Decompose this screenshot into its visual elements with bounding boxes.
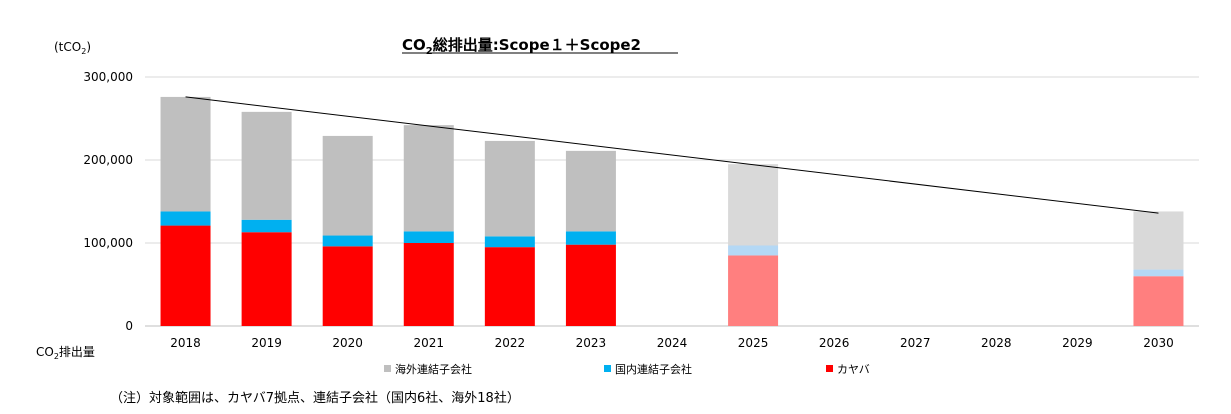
bar-segment — [565, 231, 616, 245]
gridlines — [145, 76, 1199, 327]
bar-segment — [160, 225, 211, 326]
bar-segment — [728, 255, 779, 326]
bar-segment — [1133, 269, 1184, 277]
x-tick-label: 2026 — [819, 336, 850, 350]
y-axis-unit-label: (tCO2) — [54, 40, 91, 56]
legend-label: 海外連結子会社 — [395, 362, 472, 376]
bar-segment — [565, 150, 616, 232]
x-tick-label: 2029 — [1062, 336, 1093, 350]
x-tick-label: 2019 — [251, 336, 282, 350]
bar-segment — [1133, 211, 1184, 270]
bar-segment — [565, 244, 616, 326]
y-tick-label: 300,000 — [83, 70, 133, 84]
bar-segment — [484, 140, 535, 237]
y-axis-tick-labels: 0 100,000 200,000 300,000 — [83, 70, 133, 333]
bar-segment — [241, 232, 292, 326]
bar-segment — [484, 236, 535, 248]
bar-segment — [160, 96, 211, 212]
y-tick-label: 0 — [125, 319, 133, 333]
bar-segment — [403, 125, 454, 232]
bar-segment — [728, 164, 779, 246]
trend-line-group — [185, 96, 1159, 214]
trend-line — [185, 96, 1159, 214]
x-tick-label: 2023 — [576, 336, 607, 350]
x-tick-label: 2025 — [738, 336, 769, 350]
x-tick-label: 2018 — [170, 336, 201, 350]
legend-label: カヤバ — [837, 363, 870, 376]
legend: 海外連結子会社 国内連結子会社 カヤバ — [384, 362, 870, 376]
y-tick-label: 100,000 — [83, 236, 133, 250]
legend-swatch — [604, 365, 611, 372]
legend-swatch — [384, 365, 391, 372]
bar-segment — [322, 246, 373, 326]
bar-segment — [322, 235, 373, 247]
bar-segment — [160, 211, 211, 226]
bar-segment — [403, 231, 454, 243]
chart-title: CO2総排出量:Scope１＋Scope2 — [402, 36, 641, 57]
bar-segment — [1133, 276, 1184, 326]
bar-segment — [403, 243, 454, 326]
x-tick-label: 2028 — [981, 336, 1012, 350]
bar-segment — [484, 247, 535, 326]
x-tick-label: 2021 — [413, 336, 444, 350]
x-tick-label: 2020 — [332, 336, 363, 350]
bars — [160, 96, 1184, 326]
x-axis-tick-labels: 2018 2019 2020 2021 2022 2023 2024 2025 2026 2027… — [170, 336, 1173, 350]
x-tick-label: 2024 — [657, 336, 688, 350]
x-tick-label: 2022 — [495, 336, 526, 350]
x-tick-label: 2027 — [900, 336, 931, 350]
legend-label: 国内連結子会社 — [615, 362, 692, 376]
bar-segment — [728, 245, 779, 256]
bar-segment — [322, 135, 373, 236]
bar-segment — [241, 219, 292, 233]
x-tick-label: 2030 — [1143, 336, 1174, 350]
footnote: （注）対象範囲は、カヤバ7拠点、連結子会社（国内6社、海外18社） — [110, 390, 520, 406]
y-tick-label: 200,000 — [83, 153, 133, 167]
bar-segment — [241, 111, 292, 220]
x-axis-row-label: CO2排出量 — [36, 345, 95, 361]
legend-swatch — [826, 365, 833, 372]
